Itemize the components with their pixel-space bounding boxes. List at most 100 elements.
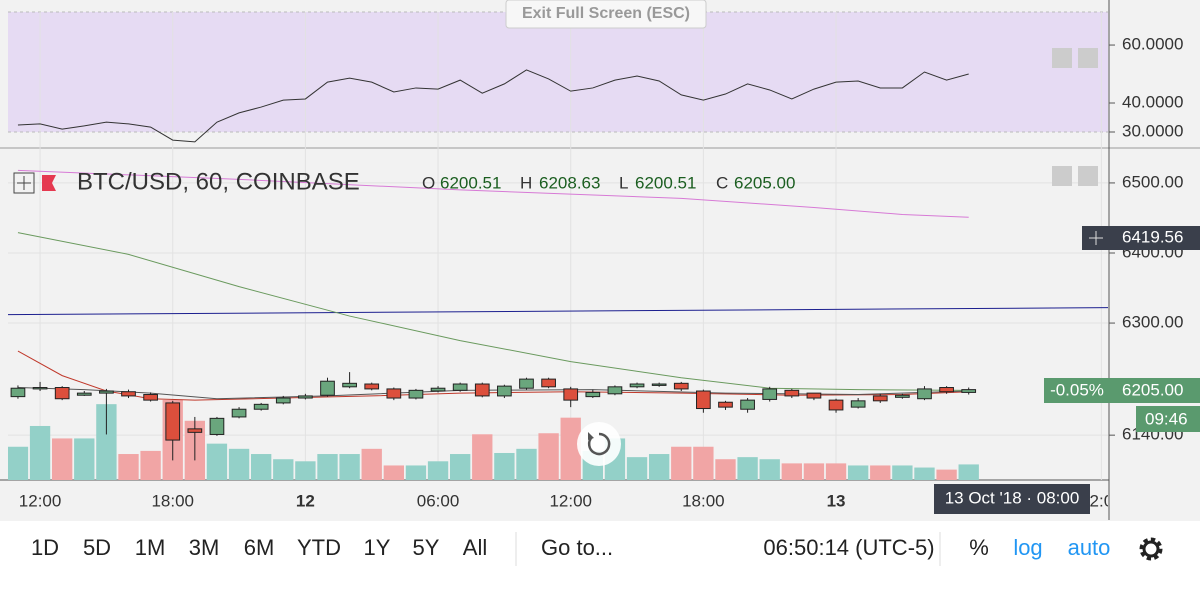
candle-body bbox=[430, 387, 446, 392]
ohlc: O 6200.51 H 6208.63 L 6200.51 C 6205.00 bbox=[422, 173, 795, 192]
expand-icon[interactable] bbox=[13, 172, 35, 194]
exit-full-screen-button[interactable] bbox=[505, 0, 707, 29]
countdown: 09:46 bbox=[1145, 409, 1188, 428]
countdown-box bbox=[1136, 406, 1200, 432]
candle-body bbox=[585, 391, 601, 398]
pane-button[interactable] bbox=[1052, 48, 1072, 68]
reset-button[interactable] bbox=[577, 422, 621, 466]
candle-body bbox=[519, 378, 534, 389]
volume-bar bbox=[29, 425, 51, 480]
crosshair-icon bbox=[1089, 231, 1103, 245]
pane-button[interactable] bbox=[1078, 166, 1098, 186]
candle-body bbox=[607, 386, 623, 395]
range-button[interactable]: 3M bbox=[189, 535, 220, 560]
y-tick-label: 60.0000 bbox=[1122, 35, 1183, 54]
volume-bar bbox=[516, 448, 537, 480]
volume-bar bbox=[936, 469, 957, 480]
range-button[interactable]: 1Y bbox=[364, 535, 391, 560]
candle-body bbox=[563, 388, 579, 401]
ohlc-value: 6200.51 bbox=[440, 173, 501, 192]
volume-bar bbox=[317, 454, 338, 480]
volume-bar bbox=[427, 461, 449, 480]
candle-body bbox=[99, 390, 114, 394]
ohlc-label: O bbox=[422, 173, 435, 192]
x-tick-label: 13 bbox=[827, 491, 846, 510]
flag-icon[interactable] bbox=[42, 175, 56, 191]
volume-bar bbox=[472, 434, 493, 480]
volume-bar bbox=[759, 459, 780, 480]
last-price-box bbox=[1110, 378, 1200, 403]
change-box bbox=[1044, 378, 1110, 403]
volume-bar bbox=[648, 454, 670, 480]
volume-bar bbox=[958, 464, 979, 480]
candle-body bbox=[76, 392, 92, 396]
candle-body bbox=[320, 380, 335, 396]
volume-bar bbox=[383, 465, 404, 480]
crosshair-time-box bbox=[934, 484, 1090, 514]
volume-bar bbox=[361, 448, 382, 480]
candle-body bbox=[917, 388, 932, 400]
volume-bar bbox=[228, 448, 250, 480]
volume-bar bbox=[803, 463, 825, 480]
volume-bar bbox=[339, 454, 360, 480]
candle-body bbox=[10, 387, 26, 398]
ohlc-label: L bbox=[619, 173, 628, 192]
range-button[interactable]: All bbox=[463, 535, 487, 560]
rsi-line bbox=[17, 69, 969, 143]
volume-bar bbox=[870, 465, 891, 480]
pane-button[interactable] bbox=[1078, 48, 1098, 68]
volume-bar bbox=[560, 417, 581, 480]
candle-body bbox=[253, 403, 269, 410]
gear bbox=[1139, 537, 1163, 561]
crosshair-price: 6419.56 bbox=[1122, 227, 1183, 246]
crosshair-time: 13 Oct '18 · 08:00 bbox=[945, 488, 1080, 507]
range-buttons: 1D 5D 1M 3M 6M YTD 1Y 5Y All bbox=[31, 535, 487, 560]
log-toggle[interactable]: log bbox=[1013, 535, 1042, 560]
candle-body bbox=[629, 383, 645, 388]
toolbar bbox=[0, 521, 1200, 584]
moving-average bbox=[17, 169, 969, 218]
last-price: 6205.00 bbox=[1122, 380, 1183, 399]
candle-body bbox=[452, 383, 468, 391]
y-tick-label: 30.0000 bbox=[1122, 121, 1183, 140]
volume-bar bbox=[8, 446, 29, 480]
volume-bar bbox=[737, 457, 758, 480]
expand-icon bbox=[17, 176, 31, 190]
candle-body bbox=[762, 388, 778, 400]
pane-button[interactable] bbox=[1052, 166, 1072, 186]
volume-bar bbox=[538, 433, 559, 480]
volume-bar bbox=[273, 459, 294, 480]
candle-body bbox=[474, 383, 490, 397]
range-button[interactable]: 1D bbox=[31, 535, 59, 560]
x-tick-label: 06:00 bbox=[417, 491, 460, 510]
volume-bar bbox=[118, 454, 139, 480]
range-button[interactable]: 5Y bbox=[413, 535, 440, 560]
x-tick-label: 12:00 bbox=[549, 491, 592, 510]
volume-bar bbox=[52, 438, 73, 480]
volume-bar bbox=[693, 446, 714, 480]
range-button[interactable]: 5D bbox=[83, 535, 111, 560]
range-button[interactable]: 6M bbox=[244, 535, 275, 560]
reset-icon bbox=[588, 432, 594, 440]
candle-body bbox=[740, 399, 755, 410]
candle-body bbox=[32, 387, 48, 390]
x-tick-label: 18:00 bbox=[682, 491, 725, 510]
auto-toggle[interactable]: auto bbox=[1068, 535, 1111, 560]
percent-toggle[interactable]: % bbox=[969, 535, 989, 560]
settings-icon[interactable] bbox=[1139, 537, 1163, 561]
volume-bar bbox=[250, 454, 272, 480]
candle-body bbox=[961, 389, 977, 393]
volume-bar bbox=[405, 465, 427, 480]
axes: 12:00 18:00 12 06:00 12:00 18:00 13 12:006500.0… bbox=[19, 35, 1184, 511]
exit-full-screen[interactable]: Exit Full Screen (ESC) bbox=[522, 5, 690, 22]
goto[interactable]: Go to... bbox=[541, 535, 613, 560]
ohlc-value: 6200.51 bbox=[635, 173, 696, 192]
symbol[interactable]: BTC/USD, 60, COINBASE bbox=[77, 168, 360, 195]
volume-bar bbox=[781, 463, 802, 480]
candle-body bbox=[850, 400, 866, 408]
x-tick-label: 18:00 bbox=[151, 491, 194, 510]
range-button[interactable]: 1M bbox=[135, 535, 166, 560]
range-button[interactable]: YTD bbox=[297, 535, 341, 560]
candle-body bbox=[408, 389, 424, 399]
